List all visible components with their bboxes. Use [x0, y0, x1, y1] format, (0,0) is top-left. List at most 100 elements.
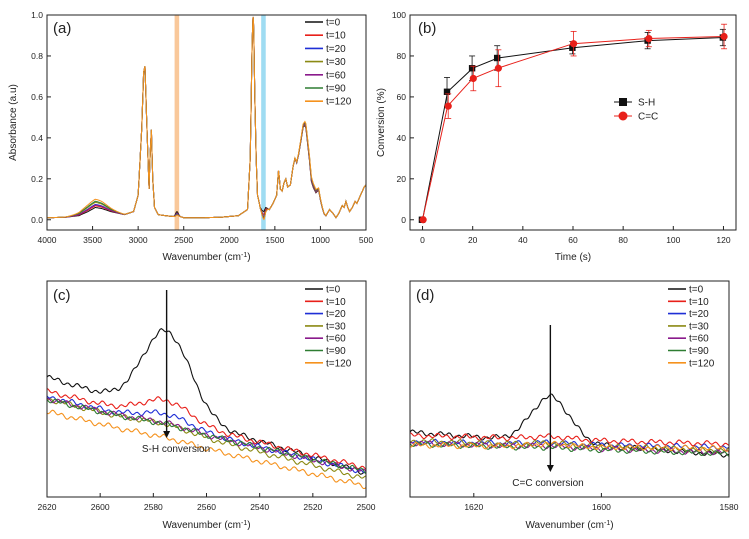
x-tick-label: 20	[468, 235, 478, 245]
y-tick-label: 40	[397, 133, 407, 143]
conversion-annotation: C=C conversion	[512, 478, 583, 489]
panel-d-cc-zoom-chart: 1620 1600 1580 C=C conversion Wavenumber (cm…	[409, 280, 739, 532]
data-point-C=C	[570, 40, 578, 48]
data-point-S-H	[443, 88, 451, 95]
panel-b-conversion-chart: 0 20 40 60 80 100 120 0 20 40 60 80 100 S-H C=C Time (s…	[376, 10, 737, 263]
legend-label: C=C	[638, 112, 658, 123]
x-axis-label: Wavenumber (cm-1)	[162, 520, 250, 532]
legend-label: t=60	[326, 70, 346, 81]
panel-label: (c)	[53, 287, 71, 304]
spectrum-line-t=120	[409, 440, 730, 452]
x-axis-label: Time (s)	[555, 252, 591, 263]
data-point-C=C	[469, 74, 477, 83]
legend-label: t=10	[689, 297, 709, 308]
x-tick-label: 2560	[197, 502, 216, 512]
panel-label: (d)	[416, 287, 434, 304]
legend-label: t=120	[689, 358, 715, 369]
spectrum-line-t=90	[46, 398, 367, 475]
x-axis-label-superscript: -1	[604, 520, 610, 527]
legend-label: t=120	[326, 358, 352, 369]
y-tick-label: 0.6	[31, 92, 43, 102]
y-tick-label: 20	[397, 174, 407, 184]
spectrum-line-t=10	[46, 387, 367, 470]
y-tick-label: 0	[401, 215, 406, 225]
x-tick-label: 500	[359, 235, 373, 245]
spectrum-line-t=20	[46, 395, 367, 474]
y-tick-label: 100	[392, 10, 406, 20]
legend-label: t=10	[326, 31, 346, 42]
x-axis-label-superscript: -1	[241, 520, 247, 527]
legend-marker	[618, 111, 628, 121]
data-point-S-H	[468, 65, 476, 72]
spectrum-line-t=120	[46, 409, 367, 490]
x-tick-label: 100	[666, 235, 680, 245]
legend-label: t=0	[689, 285, 704, 296]
legend-label: t=0	[326, 285, 341, 296]
legend-label: t=20	[689, 309, 709, 320]
legend-label: t=60	[689, 334, 709, 345]
y-tick-label: 0.0	[31, 215, 43, 225]
legend-label: t=120	[326, 97, 352, 108]
conversion-arrowhead	[163, 431, 171, 438]
x-axis-label: Wavenumber (cm-1)	[525, 520, 613, 532]
data-point-C=C	[419, 216, 427, 224]
x-tick-label: 120	[716, 235, 730, 245]
spectrum-line-t=120	[47, 16, 367, 221]
y-tick-label: 0.8	[31, 51, 43, 61]
x-tick-label: 40	[518, 235, 528, 245]
legend-label: t=60	[326, 334, 346, 345]
legend-label: t=90	[689, 346, 709, 357]
x-tick-label: 2600	[91, 502, 110, 512]
data-point-C=C	[444, 102, 452, 110]
legend-label: t=90	[326, 346, 346, 357]
legend-label: t=0	[326, 18, 341, 29]
spectrum-line-t=0	[46, 327, 367, 475]
x-tick-label: 4000	[38, 235, 57, 245]
spectrum-line-t=90	[409, 441, 730, 457]
data-point-S-H	[569, 44, 576, 51]
x-tick-label: 60	[568, 235, 578, 245]
series-line-S-H	[422, 37, 724, 220]
legend-marker	[619, 98, 627, 106]
y-tick-label: 60	[397, 92, 407, 102]
panel-label: (a)	[53, 20, 71, 37]
data-point-C=C	[494, 64, 502, 72]
spectrum-line-t=10	[409, 432, 730, 448]
plot-frame	[409, 280, 730, 498]
y-tick-label: 1.0	[31, 10, 43, 20]
x-axis-label-tail: )	[247, 252, 250, 263]
x-tick-label: 2520	[303, 502, 322, 512]
conversion-arrowhead	[546, 465, 554, 472]
y-tick-label: 80	[397, 51, 407, 61]
panel-c-sh-zoom-chart: 2620 2600 2580 2560 2540 2520 2500 S-H conversi…	[38, 280, 376, 532]
legend-label: t=30	[326, 57, 346, 68]
conversion-annotation: S-H conversion	[142, 444, 210, 455]
legend-label: t=30	[689, 321, 709, 332]
legend-label: t=30	[326, 321, 346, 332]
panel-label: (b)	[418, 20, 436, 37]
data-point-C=C	[645, 34, 653, 43]
x-tick-label: 1600	[592, 502, 611, 512]
legend-label: t=10	[326, 297, 346, 308]
data-point-C=C	[720, 32, 728, 41]
x-tick-label: 3500	[83, 235, 102, 245]
spectrum-line-t=60	[46, 397, 367, 472]
x-tick-label: 2500	[357, 502, 376, 512]
panel-a-spectra-chart: 4000 3500 3000 2500 2000 1500 1000 500 0.0 0.2 0.4…	[8, 10, 373, 263]
data-point-S-H	[493, 54, 501, 62]
x-tick-label: 80	[618, 235, 628, 245]
x-axis-label-tail: )	[610, 520, 613, 531]
x-tick-label: 1580	[720, 502, 739, 512]
y-tick-label: 0.4	[31, 133, 43, 143]
x-tick-label: 0	[420, 235, 425, 245]
x-tick-label: 3000	[129, 235, 148, 245]
x-tick-label: 2580	[144, 502, 163, 512]
highlight-band	[174, 15, 180, 230]
highlight-band	[261, 15, 266, 230]
x-tick-label: 2540	[250, 502, 269, 512]
x-tick-label: 2500	[174, 235, 193, 245]
plot-frame	[46, 14, 367, 231]
legend-label: t=90	[326, 84, 346, 95]
y-tick-label: 0.2	[31, 174, 43, 184]
